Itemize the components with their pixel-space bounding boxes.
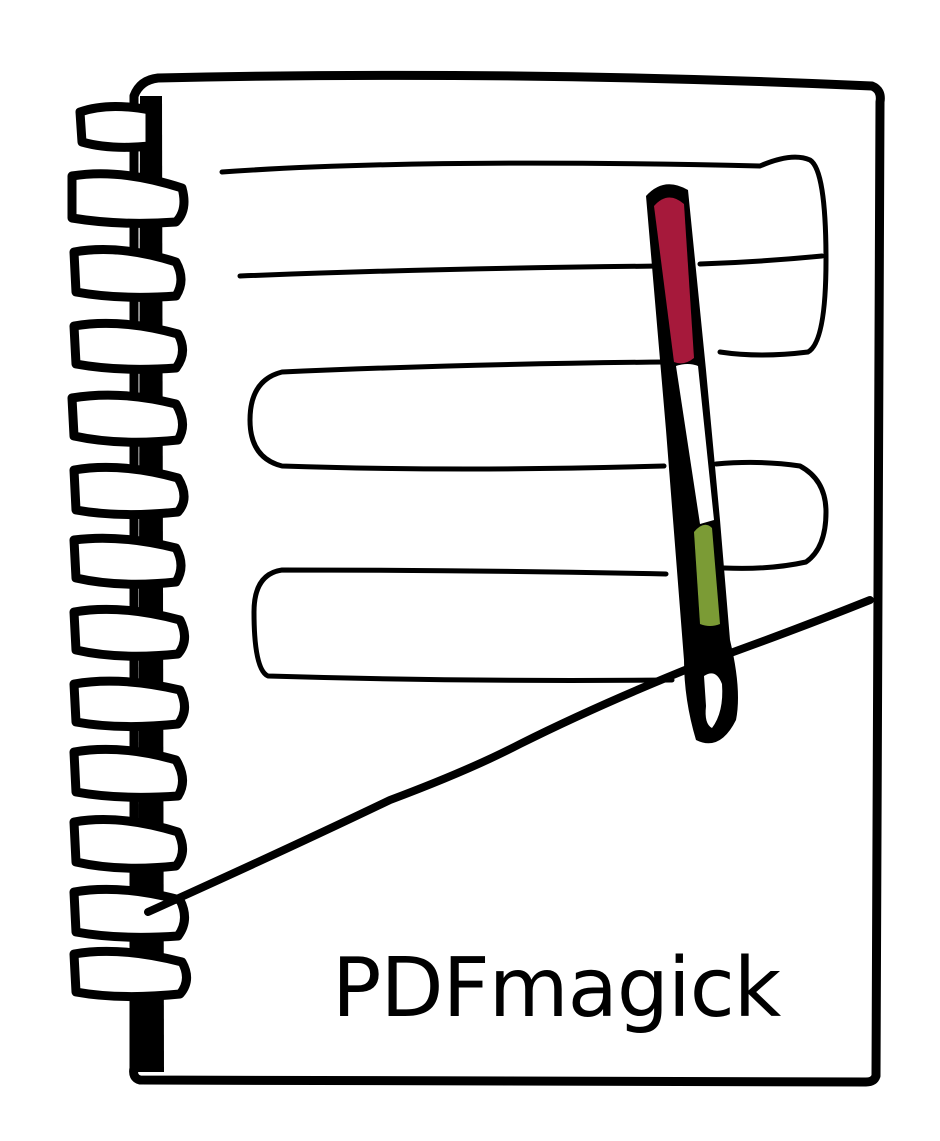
brand-wordmark: PDFmagick — [332, 941, 781, 1036]
page-fold-line — [144, 596, 874, 916]
notebook-page-outline — [129, 70, 885, 1087]
pen-grip — [694, 524, 720, 626]
pen-cap — [654, 197, 694, 364]
pen-body — [676, 364, 714, 524]
pen-icon — [646, 184, 738, 744]
spiral-rings — [67, 101, 191, 1002]
page-lines — [219, 154, 829, 683]
